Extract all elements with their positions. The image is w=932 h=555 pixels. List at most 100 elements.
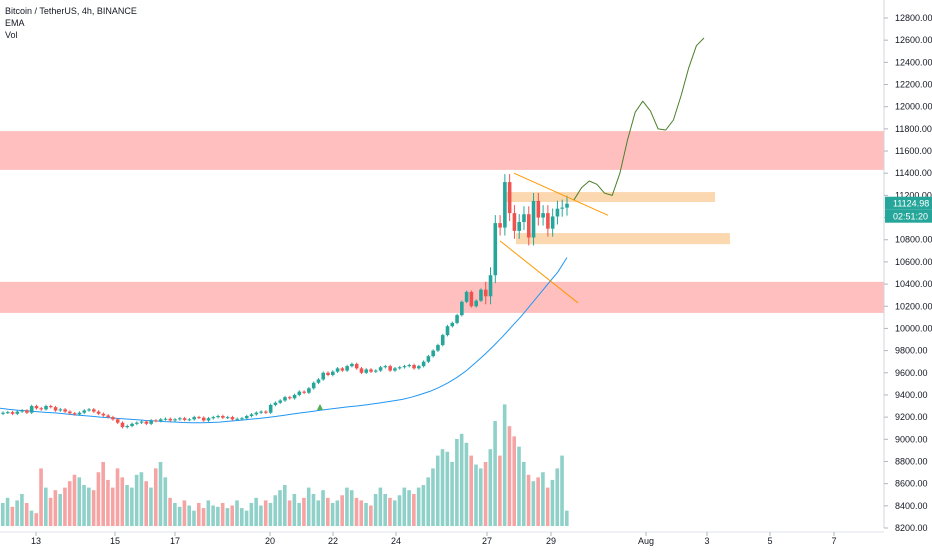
volume-bar <box>72 474 77 526</box>
candle-body <box>507 182 512 214</box>
volume-bar <box>263 500 268 526</box>
volume-bar <box>196 502 201 526</box>
volume-bar <box>349 490 354 526</box>
volume-bar <box>378 487 383 526</box>
volume-bar <box>321 490 325 526</box>
candle-body <box>354 363 359 369</box>
volume-bar <box>306 487 311 526</box>
demand-zone[interactable] <box>516 233 730 245</box>
resistance-zone[interactable] <box>0 281 884 313</box>
candle-body <box>192 417 196 420</box>
candle-body <box>440 335 445 346</box>
time-tick-label: 20 <box>265 536 275 546</box>
candle-body <box>450 322 455 327</box>
price-tick-label: 12600.00 <box>895 35 932 45</box>
volume-bar <box>297 502 301 526</box>
price-tick-label: 9400.00 <box>895 390 928 400</box>
candle-body <box>96 411 101 414</box>
candle-body <box>350 363 354 367</box>
candle-body <box>283 397 287 401</box>
volume-indicator-label[interactable]: Vol <box>5 30 18 40</box>
supply-zone[interactable] <box>505 192 715 203</box>
candle-body <box>58 409 63 411</box>
volume-bar <box>239 508 244 526</box>
volume-bar <box>383 494 387 526</box>
candle-body <box>526 214 531 238</box>
price-tick-label: 12200.00 <box>895 80 932 90</box>
volume-bar <box>168 497 172 526</box>
candle-body <box>393 368 397 371</box>
volume-bar <box>435 455 440 526</box>
volume-bar <box>283 485 287 526</box>
candle-body <box>135 422 139 424</box>
price-tick-label: 8800.00 <box>895 456 928 466</box>
countdown-label: 02:51:20 <box>893 212 928 222</box>
price-tick-label: 9600.00 <box>895 368 928 378</box>
resistance-zone[interactable] <box>0 131 884 170</box>
volume-bar <box>388 497 392 526</box>
candle-body <box>187 419 192 421</box>
volume-bar <box>163 477 168 526</box>
candle-body <box>335 368 340 372</box>
volume-bar <box>502 404 507 526</box>
candle-body <box>555 208 560 217</box>
volume-bar <box>211 505 215 526</box>
price-tick-label: 10400.00 <box>895 279 932 289</box>
candle-body <box>397 367 402 369</box>
time-tick-label: 29 <box>546 536 556 546</box>
volume-bar <box>440 449 445 526</box>
candle-body <box>154 420 158 422</box>
candle-body <box>436 345 440 351</box>
candle-body <box>173 419 177 421</box>
candle-body <box>10 412 15 414</box>
time-tick-label: 3 <box>704 536 709 546</box>
candle-body <box>259 411 263 413</box>
candle-body <box>178 418 182 420</box>
volume-bar <box>106 479 110 526</box>
candle-body <box>139 421 144 423</box>
candle-body <box>388 366 392 371</box>
candle-body <box>412 365 416 369</box>
candle-body <box>15 411 20 414</box>
price-tick-label: 8400.00 <box>895 501 928 511</box>
candle-body <box>106 415 110 418</box>
volume-bar <box>521 462 526 526</box>
volume-bar <box>39 468 43 526</box>
candle-body <box>225 417 230 419</box>
ema-line <box>0 257 568 424</box>
volume-bar <box>268 502 273 526</box>
volume-bar <box>273 495 278 526</box>
volume-bar <box>259 505 263 526</box>
candle-body <box>374 370 378 372</box>
ema-indicator-label[interactable]: EMA <box>5 18 25 28</box>
candle-body <box>517 222 522 231</box>
volume-bar <box>421 485 426 526</box>
volume-bar <box>488 449 493 526</box>
volume-bar <box>526 474 531 526</box>
candle-body <box>111 417 115 420</box>
candle-body <box>493 223 498 276</box>
candle-body <box>168 418 173 421</box>
channel-upper-line[interactable] <box>513 172 609 216</box>
candle-body <box>268 404 273 413</box>
volume-bar <box>182 500 187 526</box>
volume-bar <box>455 438 459 526</box>
price-tick-label: 9000.00 <box>895 434 928 444</box>
volume-bar <box>44 487 48 526</box>
candle-body <box>407 365 412 367</box>
candle-body <box>340 368 345 371</box>
candle-body <box>378 367 383 371</box>
volume-bar <box>550 479 555 526</box>
volume-bar <box>29 510 34 526</box>
volume-bar <box>110 487 115 526</box>
candle-body <box>383 366 388 368</box>
candle-body <box>469 291 474 307</box>
candle-body <box>488 275 493 297</box>
candle-body <box>464 291 469 302</box>
candle-body <box>302 391 306 393</box>
channel-lower-line[interactable] <box>499 240 579 304</box>
projection-path[interactable] <box>573 37 705 201</box>
symbol-title: Bitcoin / TetherUS, 4h, BINANCE <box>5 6 137 16</box>
